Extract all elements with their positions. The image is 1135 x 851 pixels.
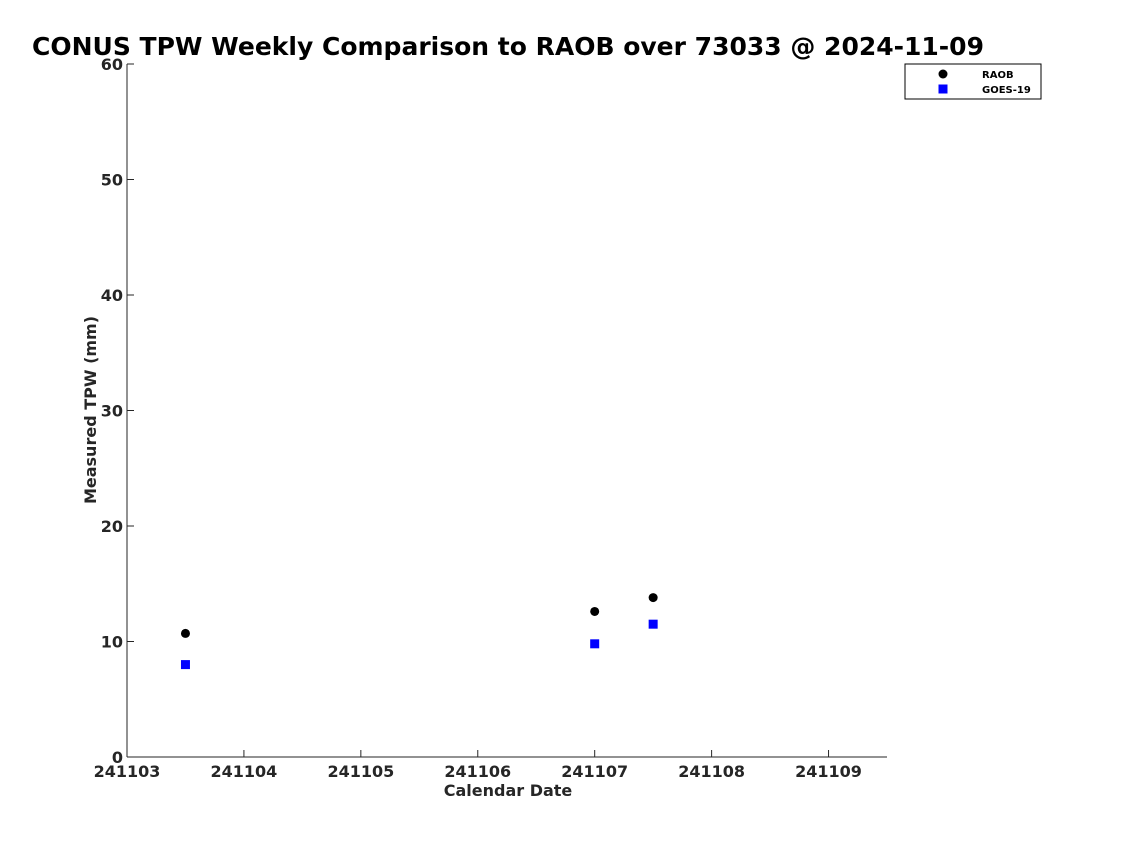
- legend-label: RAOB: [982, 70, 1014, 81]
- x-tick-label: 241103: [94, 762, 161, 781]
- y-tick-label: 50: [101, 171, 123, 190]
- x-tick-label: 241104: [211, 762, 278, 781]
- y-tick-label: 10: [101, 633, 123, 652]
- x-tick-label: 241108: [678, 762, 745, 781]
- raob-point: [180, 628, 190, 638]
- goes-19-point: [648, 619, 658, 629]
- y-ticks: 0 10 20 30 40 50 60: [101, 55, 134, 767]
- plot-axes: [126, 64, 887, 758]
- x-tick-label: 241105: [327, 762, 394, 781]
- x-ticks: 241103 241104 241105 241106 241107 241108 2411…: [94, 750, 862, 781]
- y-tick-label: 30: [101, 402, 123, 421]
- x-tick-label: 241107: [561, 762, 628, 781]
- x-axis-label: Calendar Date: [444, 781, 573, 800]
- y-tick-label: 20: [101, 517, 123, 536]
- legend-goes-19-marker: [938, 84, 948, 94]
- raob-point: [648, 593, 658, 603]
- legend-label: GOES-19: [982, 85, 1031, 96]
- legend-raob-marker: [938, 69, 948, 79]
- x-tick-label: 241109: [795, 762, 862, 781]
- y-tick-label: 0: [112, 748, 123, 767]
- goes-19-point: [590, 639, 600, 649]
- legend: RAOB GOES-19: [904, 63, 1042, 100]
- legend-box: [904, 63, 1042, 100]
- data-points: [180, 593, 658, 670]
- y-tick-label: 40: [101, 286, 123, 305]
- chart-title: CONUS TPW Weekly Comparison to RAOB over…: [32, 32, 984, 61]
- x-tick-label: 241106: [444, 762, 511, 781]
- y-tick-label: 60: [101, 55, 123, 74]
- y-axis-label: Measured TPW (mm): [81, 316, 100, 504]
- raob-point: [590, 606, 600, 616]
- goes-19-point: [180, 660, 190, 670]
